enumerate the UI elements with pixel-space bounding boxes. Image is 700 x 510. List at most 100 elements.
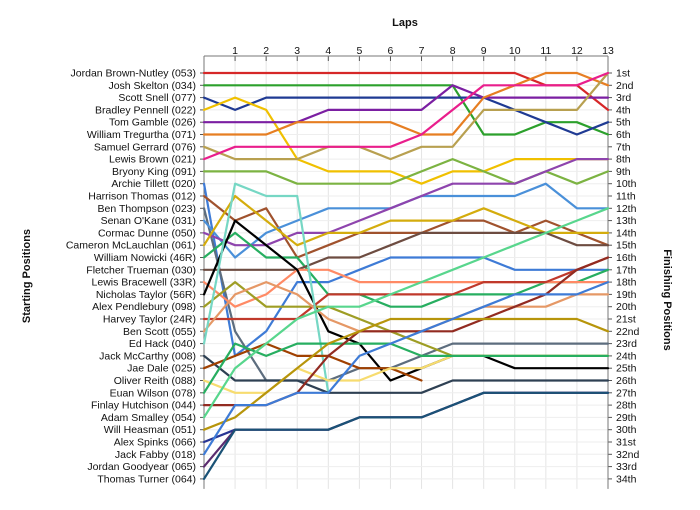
finishing-position-label: 5th: [616, 117, 631, 129]
starting-position-label: Ed Hack (040): [129, 338, 196, 350]
x-tick-label: 8: [450, 45, 456, 57]
starting-position-label: Archie Tillett (020): [111, 178, 196, 190]
series-line: [202, 84, 610, 124]
plot-area: [204, 56, 608, 489]
x-tick-label: 9: [481, 45, 487, 57]
starting-position-label: Alex Spinks (066): [114, 437, 196, 449]
finishing-position-label: 19th: [616, 289, 637, 301]
starting-position-label: Nicholas Taylor (56R): [96, 289, 196, 301]
finishing-position-label: 29th: [616, 412, 637, 424]
series-line: [202, 71, 610, 161]
starting-position-label: Samuel Gerrard (076): [94, 141, 196, 153]
starting-position-label: Harrison Thomas (012): [88, 191, 196, 203]
starting-position-label: Oliver Reith (088): [114, 375, 196, 387]
starting-position-label: Ben Thompson (023): [98, 203, 196, 215]
series-lines: [202, 71, 610, 480]
starting-position-label: Euan Wilson (078): [110, 387, 196, 399]
finishing-position-label: 16th: [616, 252, 637, 264]
series-line: [202, 391, 610, 480]
finishing-position-label: 31st: [616, 437, 636, 449]
starting-position-label: William Tregurtha (071): [87, 129, 196, 141]
series-line: [202, 231, 610, 308]
starting-position-label: Jack Fabby (018): [115, 449, 196, 461]
series-line: [202, 84, 610, 136]
starting-position-label: Bradley Pennell (022): [95, 104, 196, 116]
starting-position-label: Fletcher Trueman (030): [86, 264, 196, 276]
finishing-position-label: 9th: [616, 166, 631, 178]
finishing-position-label: 21st: [616, 314, 636, 326]
series-line: [202, 317, 610, 431]
starting-position-label: Cormac Dunne (050): [98, 227, 196, 239]
starting-position-label: Scott Snell (077): [118, 92, 196, 104]
series-line: [202, 158, 610, 247]
grid: [200, 55, 612, 489]
series-line: [202, 281, 610, 456]
starting-position-label: Finlay Hutchison (044): [91, 400, 196, 412]
x-tick-label: 11: [540, 45, 551, 57]
finishing-position-label: 7th: [616, 141, 631, 153]
finishing-position-label: 28th: [616, 400, 637, 412]
finishing-position-label: 1st: [616, 68, 630, 80]
x-tick-label: 2: [263, 45, 269, 57]
finishing-position-label: 18th: [616, 277, 637, 289]
labels: Laps Starting Positions Finishing Positi…: [21, 17, 673, 485]
x-tick-label: 3: [294, 45, 300, 57]
series-line: [202, 354, 610, 394]
series-line: [202, 194, 610, 247]
x-tick-label: 10: [509, 45, 521, 57]
finishing-position-label: 17th: [616, 264, 637, 276]
finishing-position-label: 27th: [616, 387, 637, 399]
finishing-position-label: 30th: [616, 424, 637, 436]
finishing-position-label: 22nd: [616, 326, 640, 338]
x-tick-label: 12: [571, 45, 583, 57]
finishing-position-label: 32nd: [616, 449, 640, 461]
finishing-position-label: 11th: [616, 191, 636, 203]
starting-position-label: Harvey Taylor (24R): [103, 314, 196, 326]
finishing-position-label: 33rd: [616, 461, 637, 473]
finishing-position-label: 6th: [616, 129, 631, 141]
starting-position-label: Tom Gamble (026): [109, 117, 196, 129]
starting-position-label: Alex Pendlebury (098): [92, 301, 196, 313]
starting-position-label: Thomas Turner (064): [97, 473, 196, 485]
x-tick-label: 4: [325, 45, 331, 57]
starting-position-label: Adam Smalley (054): [101, 412, 196, 424]
series-line: [202, 71, 610, 136]
finishing-position-label: 15th: [616, 240, 637, 252]
series-line: [202, 71, 610, 112]
finishing-position-label: 3rd: [616, 92, 631, 104]
series-line: [202, 182, 330, 394]
series-line: [202, 96, 610, 136]
x-tick-label: 1: [232, 45, 238, 57]
starting-position-label: Jordan Goodyear (065): [87, 461, 196, 473]
starting-position-label: Jae Dale (025): [127, 363, 196, 375]
x-tick-label: 7: [419, 45, 425, 57]
x-tick-label: 13: [602, 45, 614, 57]
x-tick-label: 5: [356, 45, 362, 57]
series-line: [202, 231, 610, 271]
starting-position-label: Lewis Brown (021): [109, 154, 196, 166]
starting-position-label: Jack McCarthy (008): [99, 350, 196, 362]
finishing-position-label: 14th: [616, 227, 637, 239]
series-line: [202, 342, 610, 394]
starting-position-label: Will Heasman (051): [104, 424, 196, 436]
starting-position-label: Cameron McLauchlan (061): [66, 240, 196, 252]
finishing-position-label: 12th: [616, 203, 637, 215]
finishing-position-label: 8th: [616, 154, 631, 166]
starting-position-label: William Nowicki (46R): [94, 252, 196, 264]
finishing-position-label: 25th: [616, 363, 637, 375]
finishing-position-label: 10th: [616, 178, 637, 190]
starting-position-label: Jordan Brown-Nutley (053): [71, 68, 196, 80]
series-line: [202, 71, 610, 161]
x-tick-label: 6: [388, 45, 394, 57]
finishing-position-label: 4th: [616, 104, 631, 116]
finishing-position-label: 26th: [616, 375, 637, 387]
finishing-position-label: 23rd: [616, 338, 637, 350]
y-axis-right-title: Finishing Positions: [661, 249, 673, 350]
series-line: [202, 182, 610, 357]
starting-position-label: Josh Skelton (034): [108, 80, 196, 92]
finishing-position-label: 24th: [616, 350, 637, 362]
finishing-position-label: 20th: [616, 301, 637, 313]
finishing-position-label: 2nd: [616, 80, 634, 92]
chart-title: Laps: [392, 17, 418, 29]
